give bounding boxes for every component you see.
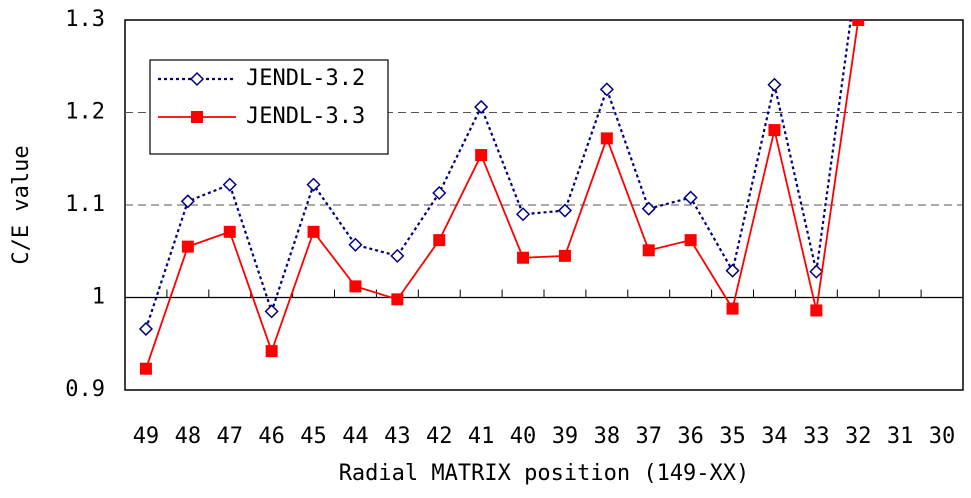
x-tick-label: 43 (384, 424, 411, 449)
data-point (642, 244, 655, 257)
legend-label: JENDL-3.2 (246, 66, 365, 91)
data-point (265, 345, 278, 358)
series-line (144, 20, 852, 330)
data-point (349, 280, 362, 293)
x-tick-label: 35 (719, 424, 746, 449)
data-point (222, 177, 237, 192)
x-tick-label: 42 (426, 424, 453, 449)
data-point (557, 203, 573, 218)
x-tick-label: 48 (175, 424, 202, 449)
data-point (767, 77, 782, 92)
x-tick-label: 44 (342, 424, 369, 449)
data-point (307, 225, 320, 238)
y-tick-label: 1 (92, 285, 105, 310)
data-point (641, 201, 656, 216)
plot-series (138, 20, 865, 375)
x-tick-label: 34 (761, 424, 788, 449)
data-point (726, 302, 739, 315)
x-tick-label: 39 (552, 424, 579, 449)
data-point (181, 240, 194, 253)
data-point (391, 293, 404, 306)
series-line (145, 20, 860, 370)
x-tick-label: 45 (300, 424, 327, 449)
data-point (684, 234, 697, 247)
x-tick-label: 47 (217, 424, 244, 449)
data-point (599, 82, 614, 97)
data-point (515, 207, 531, 222)
y-tick-label: 1.2 (65, 100, 105, 125)
x-tick-label: 41 (468, 424, 495, 449)
data-point (433, 234, 446, 247)
data-point (432, 185, 447, 201)
data-point (852, 20, 865, 26)
data-point (264, 304, 279, 319)
legend-label: JENDL-3.3 (246, 104, 365, 129)
data-point (768, 124, 781, 137)
x-tick-label: 33 (803, 424, 830, 449)
x-axis-label: Radial MATRIX position (149-XX) (339, 461, 750, 486)
data-point (683, 190, 698, 205)
x-tick-label: 36 (677, 424, 704, 449)
data-point (306, 177, 321, 192)
data-point (390, 248, 405, 263)
data-point (810, 304, 823, 317)
x-tick-label: 31 (887, 424, 914, 449)
data-point (474, 99, 489, 115)
y-tick-label: 0.9 (65, 377, 105, 402)
x-tick-label: 30 (929, 424, 956, 449)
legend-marker (189, 71, 205, 87)
data-point (139, 362, 152, 375)
y-axis-label: C/E value (9, 145, 34, 264)
x-tick-label: 49 (133, 424, 160, 449)
x-tick-label: 46 (258, 424, 285, 449)
data-point (475, 149, 488, 162)
data-point (180, 194, 195, 209)
legend-box (149, 59, 389, 155)
data-point (517, 251, 530, 264)
x-tick-label: 32 (845, 424, 872, 449)
x-tick-label: 38 (594, 424, 621, 449)
data-point (348, 237, 363, 252)
x-tick-label: 40 (510, 424, 537, 449)
data-point (600, 132, 613, 145)
data-point (138, 321, 154, 337)
data-point (809, 264, 824, 279)
legend-marker (191, 111, 203, 123)
data-point (725, 263, 740, 278)
y-tick-label: 1.3 (65, 7, 105, 32)
x-tick-label: 37 (636, 424, 663, 449)
data-point (223, 225, 236, 238)
data-point (558, 249, 571, 262)
y-tick-label: 1.1 (65, 192, 105, 217)
